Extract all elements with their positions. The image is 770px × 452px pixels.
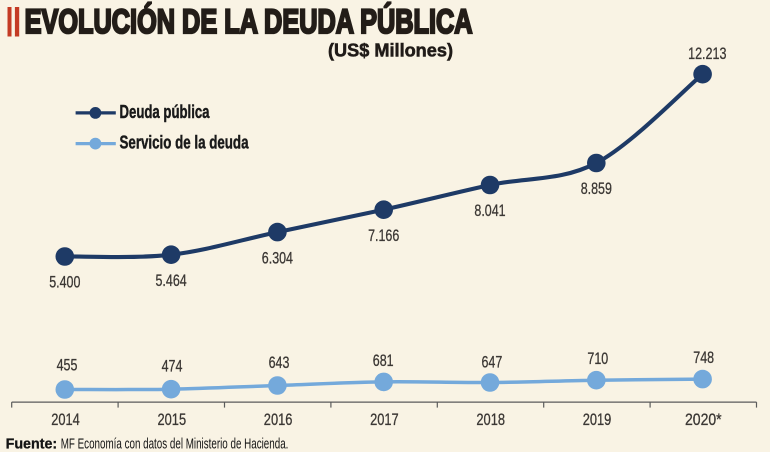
svg-text:6.304: 6.304 [262, 249, 293, 267]
svg-text:Fuente:: Fuente: [6, 437, 58, 452]
svg-text:748: 748 [693, 349, 714, 367]
svg-text:MF Economía con datos del Mini: MF Economía con datos del Ministerio de … [61, 437, 289, 452]
svg-text:2018: 2018 [476, 411, 505, 429]
svg-text:5.400: 5.400 [49, 274, 80, 292]
svg-text:7.166: 7.166 [368, 227, 399, 245]
svg-text:2017: 2017 [370, 411, 399, 429]
svg-text:474: 474 [162, 357, 183, 375]
svg-text:681: 681 [373, 352, 394, 370]
svg-text:2014: 2014 [51, 411, 80, 429]
svg-text:Servicio de la deuda: Servicio de la deuda [120, 133, 249, 154]
svg-text:2020*: 2020* [685, 411, 722, 429]
svg-text:2019: 2019 [583, 411, 612, 429]
svg-text:8.041: 8.041 [474, 202, 505, 220]
svg-text:643: 643 [269, 354, 290, 372]
svg-text:EVOLUCIÓN DE LA DEUDA PÚBLICA: EVOLUCIÓN DE LA DEUDA PÚBLICA [25, 3, 473, 41]
svg-text:Deuda pública: Deuda pública [120, 102, 210, 123]
svg-text:455: 455 [57, 357, 78, 375]
svg-text:710: 710 [587, 350, 608, 368]
svg-text:8.859: 8.859 [581, 180, 612, 198]
svg-text:2016: 2016 [264, 411, 293, 429]
svg-text:5.464: 5.464 [156, 272, 187, 290]
svg-text:2015: 2015 [158, 411, 187, 429]
svg-text:12.213: 12.213 [688, 45, 726, 63]
svg-text:(US$ Millones): (US$ Millones) [328, 40, 453, 61]
svg-text:647: 647 [482, 353, 503, 371]
